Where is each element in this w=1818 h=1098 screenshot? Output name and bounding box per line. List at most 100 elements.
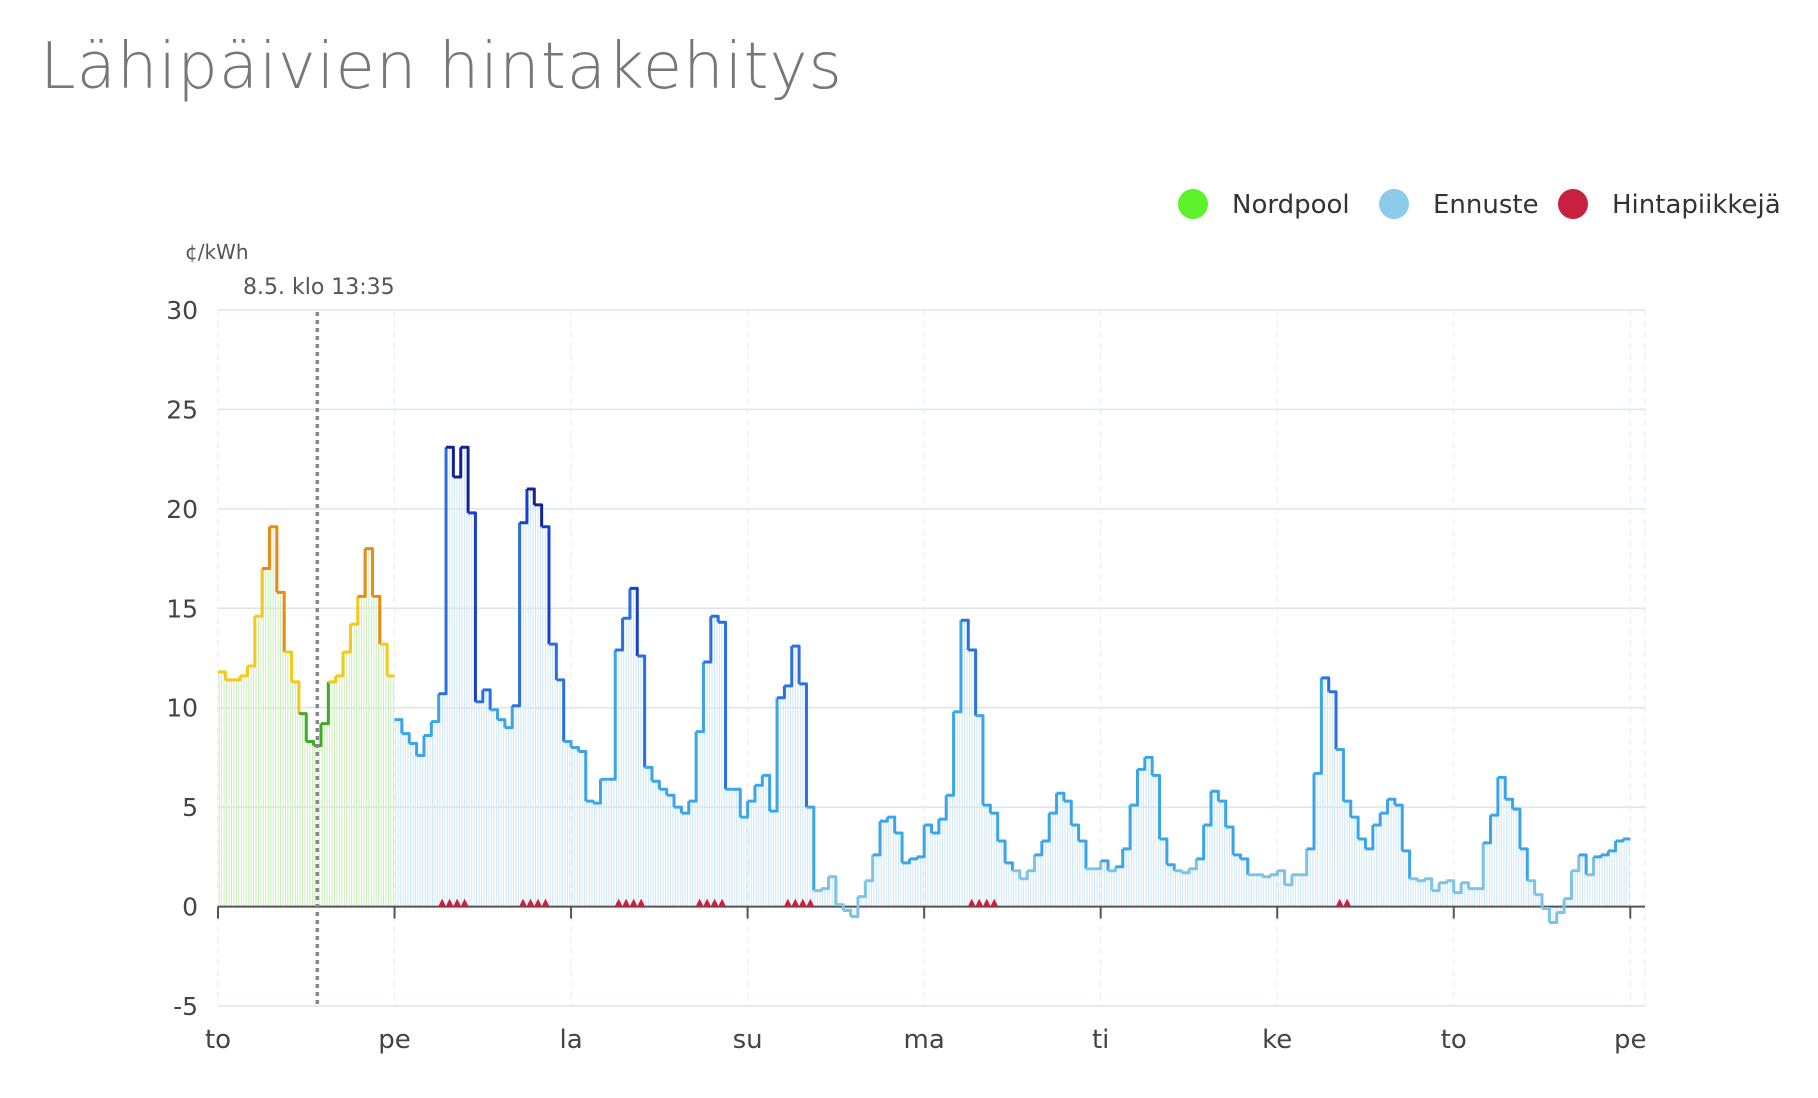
price-step bbox=[1505, 797, 1515, 810]
x-tick-label: ke bbox=[1262, 1025, 1292, 1055]
price-spike-marker bbox=[629, 898, 638, 907]
price-step bbox=[350, 596, 360, 626]
price-step bbox=[651, 779, 661, 790]
price-step bbox=[1358, 837, 1367, 849]
price-step bbox=[1218, 799, 1228, 828]
price-step bbox=[894, 831, 904, 863]
price-step bbox=[482, 688, 492, 710]
price-step bbox=[754, 775, 764, 787]
price-step bbox=[1461, 881, 1470, 889]
price-step bbox=[1409, 877, 1419, 881]
price-step bbox=[1152, 773, 1162, 839]
price-step bbox=[372, 594, 382, 645]
price-step bbox=[291, 680, 301, 714]
price-step bbox=[423, 721, 433, 738]
price-step bbox=[379, 642, 389, 676]
price-step bbox=[1534, 893, 1544, 909]
price-step bbox=[1012, 869, 1022, 879]
price-step bbox=[688, 731, 698, 803]
x-tick-label: pe bbox=[1614, 1025, 1647, 1055]
y-tick-label: 10 bbox=[166, 694, 198, 723]
price-step bbox=[1439, 880, 1448, 885]
price-step bbox=[1240, 857, 1250, 875]
price-step bbox=[629, 586, 639, 657]
price-step bbox=[1019, 870, 1029, 881]
price-step bbox=[1130, 769, 1139, 807]
price-step bbox=[1313, 677, 1323, 775]
price-step bbox=[791, 644, 801, 684]
price-step bbox=[924, 823, 933, 833]
price-spike-marker bbox=[438, 898, 447, 907]
price-step bbox=[357, 548, 367, 598]
price-step bbox=[1497, 775, 1507, 800]
price-step bbox=[1174, 869, 1184, 873]
legend-label: Ennuste bbox=[1433, 190, 1539, 220]
price-step bbox=[276, 590, 286, 653]
y-axis: ¢/kWh -5 0 5 10 15 20 25 30 bbox=[166, 240, 248, 1021]
legend-marker bbox=[1379, 189, 1409, 219]
price-step bbox=[1269, 870, 1279, 877]
price-step bbox=[740, 801, 750, 819]
now-label: 8.5. klo 13:35 bbox=[243, 275, 395, 300]
price-step bbox=[593, 779, 602, 805]
now-marker: 8.5. klo 13:35 bbox=[243, 275, 395, 1006]
price-step bbox=[563, 740, 573, 748]
price-step bbox=[1056, 791, 1066, 802]
price-step bbox=[843, 909, 853, 917]
price-step bbox=[475, 689, 485, 704]
price-step bbox=[806, 805, 816, 891]
price-step bbox=[946, 711, 956, 797]
price-step bbox=[1394, 803, 1404, 851]
price-step bbox=[284, 650, 294, 682]
price-step bbox=[777, 685, 786, 700]
price-step bbox=[769, 697, 779, 813]
price-spike-marker bbox=[798, 898, 807, 907]
price-step bbox=[1100, 859, 1110, 871]
price-step bbox=[585, 799, 595, 804]
price-step bbox=[490, 708, 500, 720]
price-step bbox=[615, 618, 625, 652]
price-spike-marker bbox=[460, 898, 469, 907]
price-step bbox=[960, 618, 970, 651]
price-step bbox=[710, 614, 720, 623]
price-step bbox=[1284, 874, 1294, 887]
price-spike-marker bbox=[614, 898, 623, 907]
price-step bbox=[1159, 837, 1169, 865]
price-step bbox=[460, 445, 470, 513]
price-step bbox=[1262, 874, 1272, 879]
price-step bbox=[232, 675, 242, 682]
price-step bbox=[1593, 854, 1603, 859]
legend-label: Nordpool bbox=[1232, 190, 1350, 220]
price-step bbox=[519, 488, 529, 525]
legend: Nordpool Ennuste Hintapiikkejä bbox=[1178, 189, 1781, 220]
price-step bbox=[556, 678, 566, 742]
price-step bbox=[1365, 825, 1375, 851]
price-step bbox=[438, 447, 448, 696]
price-step bbox=[681, 801, 691, 815]
price-step bbox=[1196, 825, 1206, 861]
price-step bbox=[1343, 799, 1353, 818]
price-step bbox=[865, 854, 875, 883]
price-spike-marker bbox=[710, 898, 719, 907]
legend-label: Hintapiikkejä bbox=[1612, 190, 1781, 220]
price-step bbox=[622, 588, 632, 620]
price-step bbox=[1542, 907, 1551, 923]
price-spike-marker bbox=[526, 898, 535, 907]
price-step bbox=[1527, 879, 1537, 895]
price-step bbox=[872, 821, 882, 857]
price-step bbox=[1564, 870, 1573, 901]
price-step bbox=[1431, 882, 1441, 893]
x-axis: to pe la su ma ti ke to pe bbox=[205, 906, 1647, 1055]
price-step bbox=[1556, 898, 1566, 915]
chart-lines bbox=[218, 445, 1631, 924]
price-step bbox=[401, 732, 411, 744]
price-step bbox=[1600, 850, 1610, 857]
price-step bbox=[298, 712, 308, 742]
price-step bbox=[1093, 860, 1103, 871]
price-step bbox=[909, 856, 919, 861]
price-spike-markers bbox=[438, 898, 1352, 907]
price-step bbox=[916, 825, 926, 859]
price-step bbox=[1519, 847, 1529, 881]
y-axis-unit: ¢/kWh bbox=[185, 240, 249, 264]
price-step bbox=[1049, 793, 1059, 815]
